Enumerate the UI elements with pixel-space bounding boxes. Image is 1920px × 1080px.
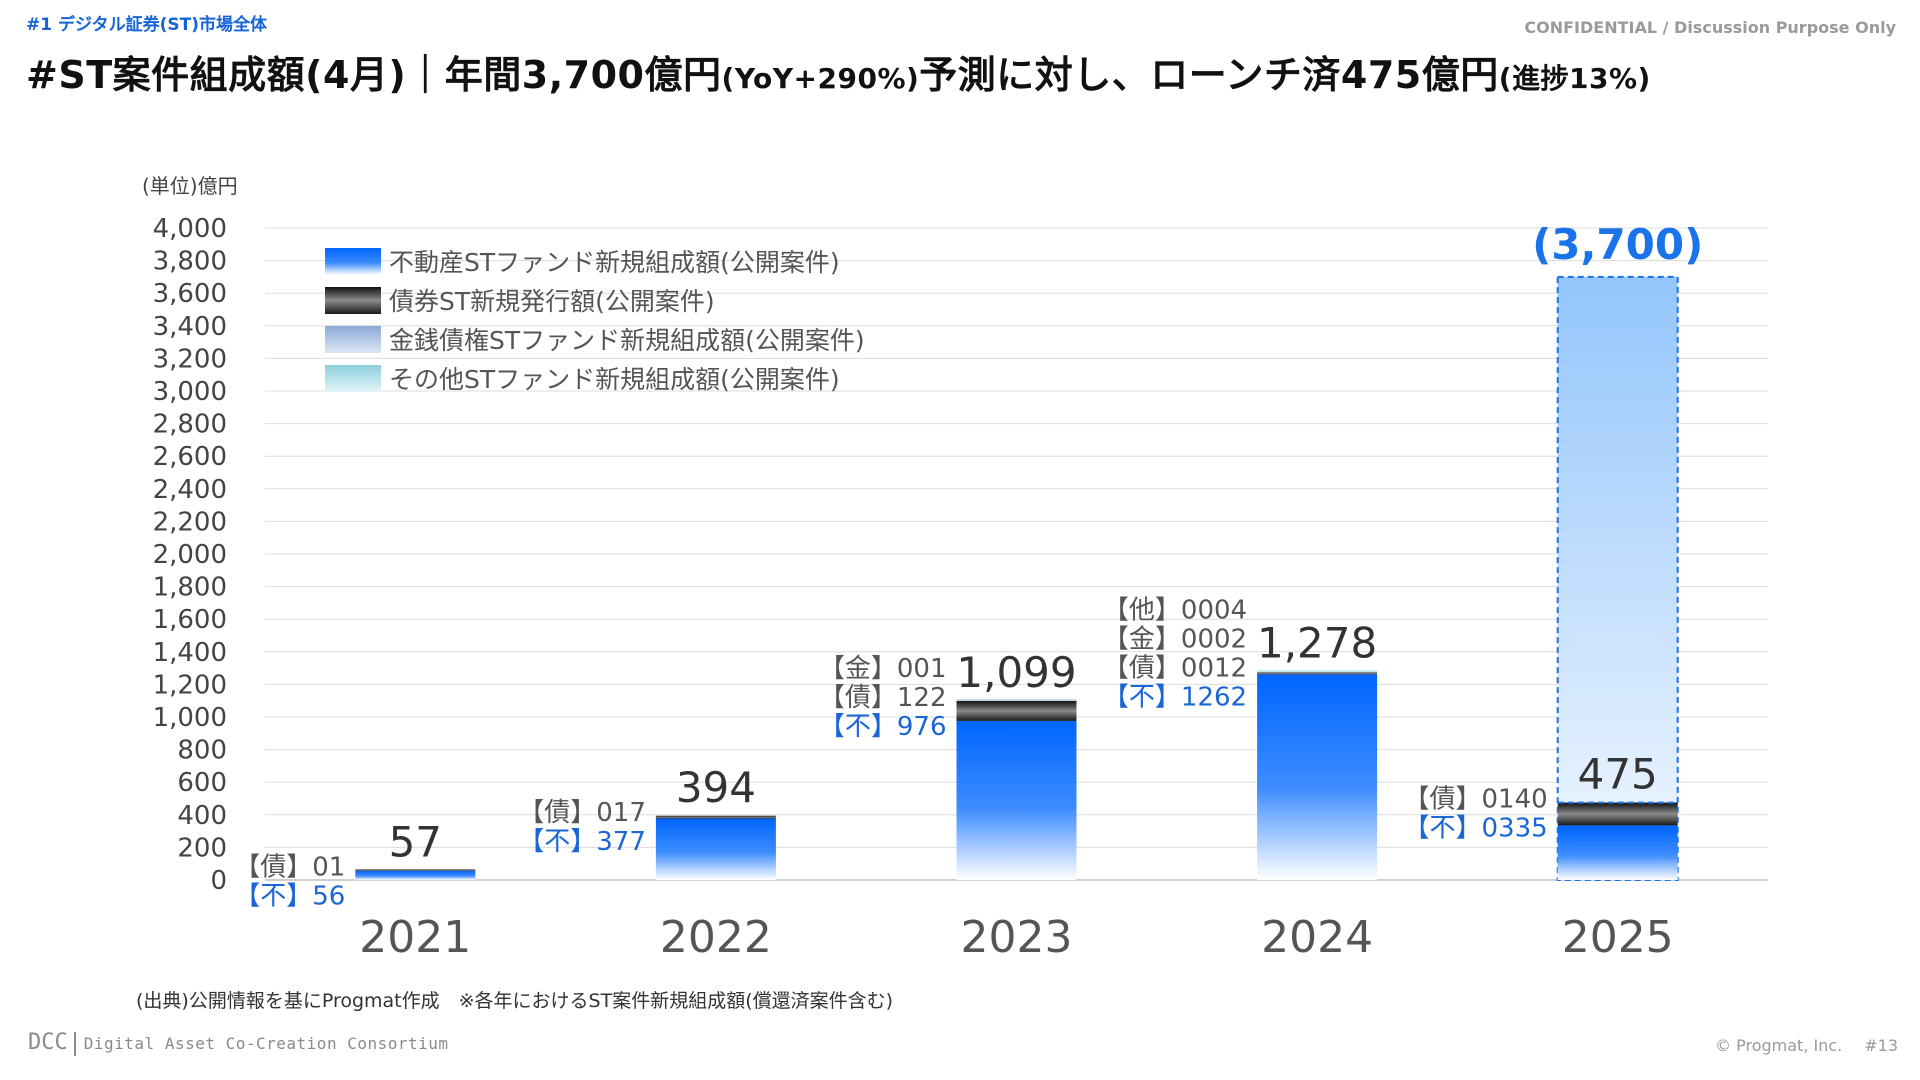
headline-part-c: 予測に対し、ローンチ済475億円 [919, 53, 1499, 97]
y-tick-label: 3,200 [153, 344, 227, 374]
bar-segment [956, 699, 1077, 702]
forecast-bar [1556, 275, 1679, 881]
logo-divider [73, 1031, 76, 1056]
legend-label: 金銭債権STファンド新規組成額(公開案件) [389, 326, 865, 355]
segment-label: 【金】0002 [1103, 625, 1247, 655]
dcc-logo: DCC [28, 1030, 68, 1055]
bar-segment [1557, 802, 1678, 826]
y-tick-label: 3,000 [153, 377, 227, 407]
y-tick-label: 0 [210, 866, 227, 896]
legend-label: 不動産STファンド新規組成額(公開案件) [389, 248, 840, 277]
bar-segment [355, 869, 476, 871]
headline-part-a: #ST案件組成額(4月)｜年間3,700億円 [26, 53, 722, 97]
y-tick-label: 2,200 [153, 507, 227, 537]
segment-label: 【不】377 [518, 827, 646, 857]
x-tick-label: 2022 [660, 912, 772, 963]
y-tick-label: 1,400 [153, 638, 227, 668]
org-name: Digital Asset Co-Creation Consortium [83, 1034, 449, 1053]
y-tick-label: 1,800 [153, 573, 227, 603]
y-tick-label: 2,600 [153, 442, 227, 472]
footer-brand: DCC Digital Asset Co-Creation Consortium [28, 1030, 449, 1056]
y-tick-label: 800 [177, 736, 227, 766]
section-tag: #1 デジタル証券(ST)市場全体 [26, 15, 268, 35]
y-tick-label: 400 [177, 801, 227, 831]
total-label: 475 [1578, 750, 1658, 799]
legend-swatch [325, 287, 381, 314]
page-number: #13 [1864, 1036, 1898, 1055]
y-tick-label: 4,000 [153, 214, 227, 244]
segment-label: 【債】0012 [1103, 654, 1247, 684]
bar-segment [1257, 670, 1378, 673]
bar-segment [1257, 674, 1378, 880]
headline-part-d: (進捗13%) [1498, 62, 1651, 95]
total-label: 394 [676, 763, 756, 812]
x-tick-label: 2023 [961, 912, 1073, 963]
x-tick-label: 2025 [1562, 912, 1674, 963]
headline-part-b: (YoY+290%) [721, 62, 920, 95]
x-tick-label: 2021 [359, 912, 471, 963]
segment-label: 【他】0004 [1103, 596, 1247, 626]
segment-label: 【債】122 [819, 683, 947, 713]
unit-label: (単位)億円 [142, 174, 238, 198]
y-tick-label: 200 [177, 833, 227, 863]
y-tick-label: 1,600 [153, 605, 227, 635]
legend-swatch [325, 248, 381, 275]
y-tick-label: 3,800 [153, 247, 227, 277]
legend-swatch [325, 326, 381, 353]
segment-label: 【不】0335 [1404, 814, 1548, 844]
y-tick-label: 2,800 [153, 410, 227, 440]
x-tick-label: 2024 [1261, 912, 1373, 963]
y-tick-label: 3,600 [153, 279, 227, 309]
segment-label: 【金】001 [819, 654, 947, 684]
copyright: © Progmat, Inc. [1715, 1036, 1843, 1055]
total-label: 1,278 [1257, 619, 1377, 668]
segment-label: 【不】976 [819, 712, 947, 742]
segment-label: 【債】017 [518, 798, 646, 828]
y-tick-label: 1,000 [153, 703, 227, 733]
legend-swatch [325, 365, 381, 392]
segment-label: 【不】1262 [1103, 683, 1247, 713]
y-tick-label: 1,200 [153, 670, 227, 700]
bar-segment [1557, 825, 1678, 880]
bar-segment [1257, 672, 1378, 675]
forecast-label: (3,700) [1532, 220, 1703, 269]
y-tick-label: 3,400 [153, 312, 227, 342]
bar-segment [956, 701, 1077, 721]
source-note: (出典)公開情報を基にProgmat作成 ※各年におけるST案件新規組成額(償還… [136, 990, 894, 1012]
total-label: 1,099 [956, 648, 1076, 697]
bar-segment [956, 720, 1077, 880]
segment-label: 【債】01 [234, 853, 345, 883]
bar-segment [355, 870, 476, 880]
y-tick-label: 2,400 [153, 475, 227, 505]
y-tick-label: 600 [177, 768, 227, 798]
page-title: #ST案件組成額(4月)｜年間3,700億円(YoY+290%)予測に対し、ロー… [26, 44, 1651, 99]
total-label: 57 [389, 818, 442, 867]
legend-label: その他STファンド新規組成額(公開案件) [389, 365, 840, 394]
legend-label: 債券ST新規発行額(公開案件) [389, 287, 715, 316]
y-tick-label: 2,000 [153, 540, 227, 570]
segment-label: 【債】0140 [1404, 785, 1548, 815]
segment-label: 【不】56 [234, 882, 345, 912]
confidential-label: CONFIDENTIAL / Discussion Purpose Only [1524, 18, 1896, 37]
footer-meta: © Progmat, Inc. #13 [1715, 1036, 1898, 1055]
bar-segment [655, 815, 776, 819]
bar-segment [655, 818, 776, 880]
